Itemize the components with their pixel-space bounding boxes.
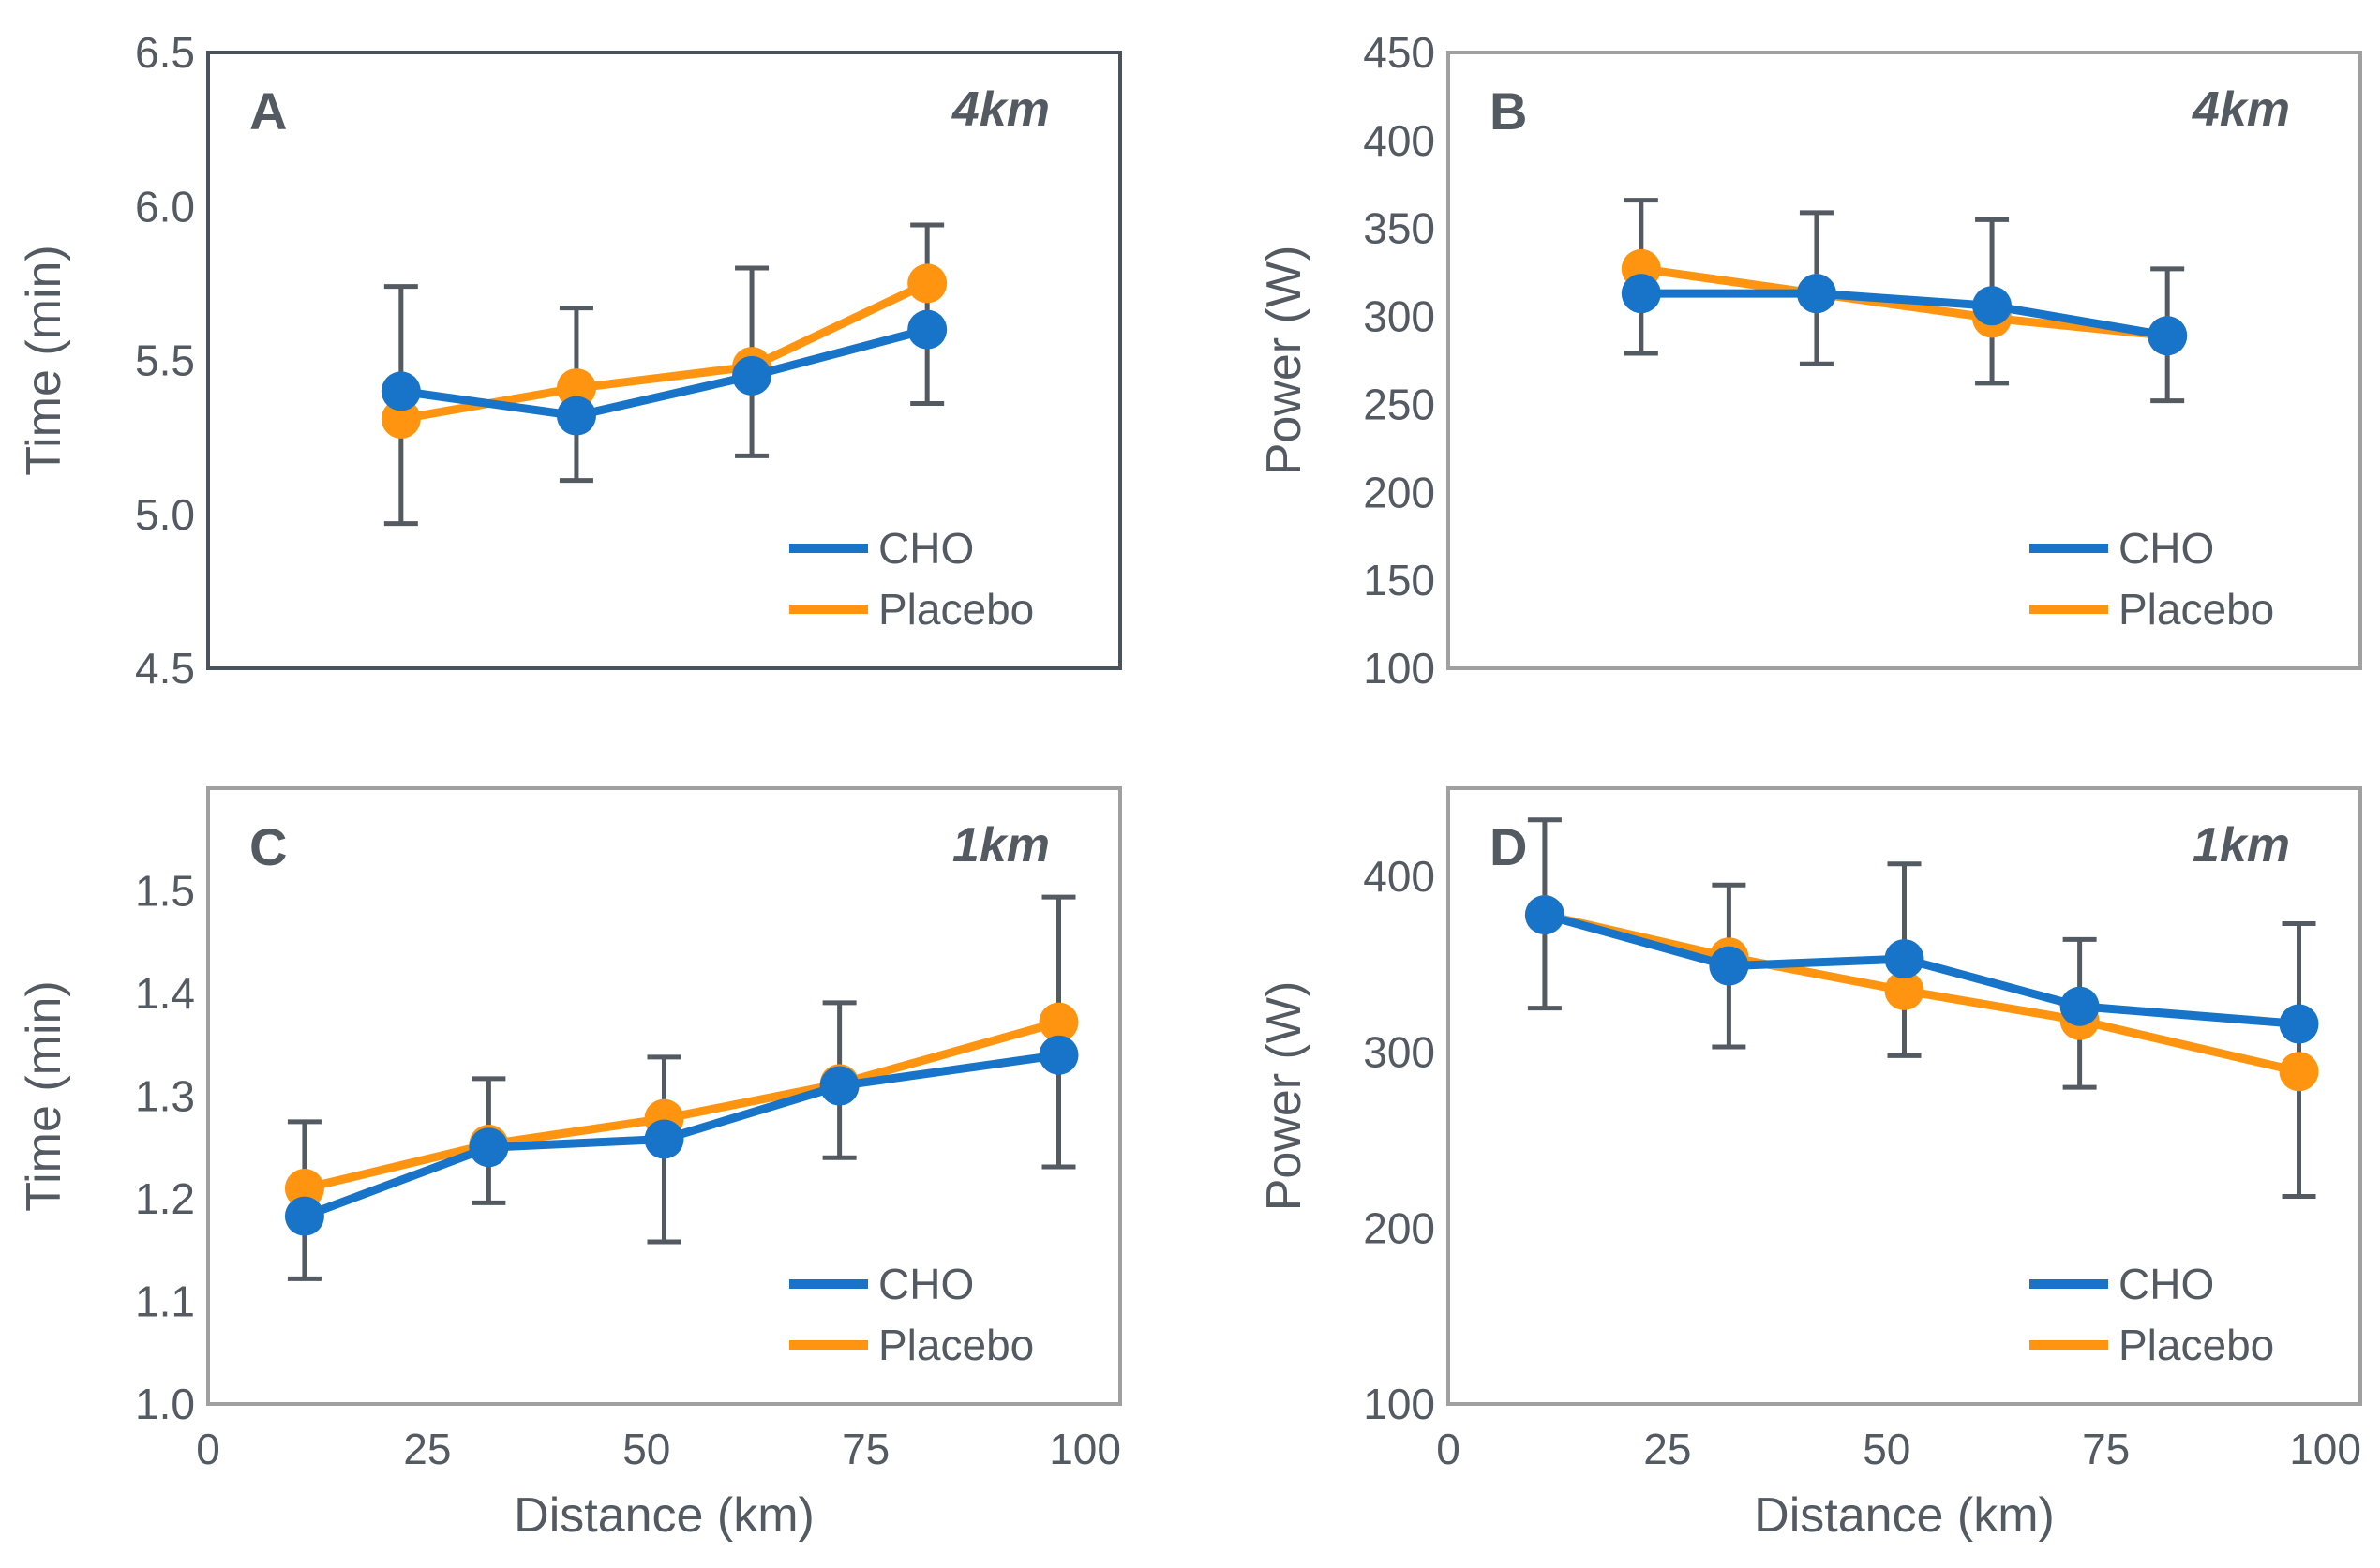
x-tick-label: 0 (1436, 1425, 1460, 1473)
panel-a: 4.5 5.0 5.5 6.0 6.5 Time (min) A 4km CHO Placebo (17, 28, 1122, 693)
x-tick-label: 75 (842, 1425, 890, 1473)
cho-data-point (381, 371, 421, 411)
cho-data-point (1524, 895, 1564, 935)
x-axis-label: Distance (km) (514, 1488, 815, 1543)
cho-series-line (1640, 289, 2168, 340)
x-tick-label: 75 (2082, 1425, 2130, 1473)
legend-label-cho: CHO (2118, 1260, 2214, 1308)
legend-label-placebo: Placebo (878, 585, 1034, 634)
y-tick-label: 5.5 (135, 336, 195, 385)
y-tick-label: 100 (1363, 644, 1435, 693)
x-tick-label: 25 (403, 1425, 451, 1473)
placebo-data-point (284, 1169, 324, 1209)
plot-frame (1446, 786, 2362, 1406)
y-tick-label: 150 (1363, 556, 1435, 605)
cho-data-point (1972, 286, 2013, 326)
plot-frame (1446, 51, 2362, 670)
y-tick-label: 400 (1363, 116, 1435, 165)
legend-label-placebo: Placebo (2118, 585, 2274, 634)
y-tick-label: 1.4 (135, 969, 195, 1018)
y-tick-label: 200 (1363, 1203, 1435, 1252)
placebo-data-point (907, 263, 948, 304)
cho-data-point (1039, 1035, 1079, 1075)
legend: CHO Placebo (2029, 524, 2274, 634)
panel-d: 100 200 300 400 0 25 50 75 100 Power (W) Distance … (1257, 786, 2362, 1543)
legend: CHO Placebo (789, 524, 1034, 634)
legend: CHO Placebo (789, 1260, 1034, 1369)
y-tick-label: 450 (1363, 28, 1435, 77)
x-axis-label: Distance (km) (1754, 1488, 2055, 1543)
cho-data-point (1884, 939, 1924, 979)
panel-tag: 1km (2193, 818, 2290, 873)
y-tick-label: 1.2 (135, 1174, 195, 1223)
placebo-data-point (556, 368, 596, 409)
plot-frame (206, 51, 1122, 670)
x-tick-label: 100 (1049, 1425, 1121, 1473)
legend-label-placebo: Placebo (878, 1321, 1034, 1369)
panel-tag: 1km (952, 818, 1050, 873)
legend: CHO Placebo (2029, 1260, 2274, 1369)
panel-b: 100 150 200 250 300 350 400 450 Power (W) B 4km CHO… (1257, 28, 2362, 693)
cho-data-point (1621, 274, 1661, 314)
cho-data-point (2059, 986, 2100, 1026)
x-tick-label: 50 (622, 1425, 670, 1473)
cho-data-point (907, 309, 948, 350)
cho-data-point (2279, 1004, 2319, 1044)
x-tick-label: 25 (1643, 1425, 1691, 1473)
cho-data-point (469, 1127, 509, 1168)
panel-letter: D (1489, 817, 1527, 876)
y-tick-label: 200 (1363, 468, 1435, 516)
placebo-data-point (1039, 1002, 1079, 1042)
cho-data-point (819, 1066, 860, 1106)
cho-data-point (1709, 946, 1749, 986)
y-axis-label: Power (W) (1257, 246, 1311, 476)
y-tick-label: 6.5 (135, 28, 195, 77)
plot-frame (206, 786, 1122, 1406)
y-tick-label: 1.1 (135, 1277, 195, 1326)
placebo-data-point (1884, 970, 1924, 1010)
legend-label-cho: CHO (2118, 524, 2214, 573)
placebo-data-point (2279, 1052, 2319, 1092)
placebo-data-point (381, 398, 421, 439)
cho-series-line (1543, 910, 2299, 1029)
y-tick-label: 6.0 (135, 182, 195, 231)
y-tick-label: 300 (1363, 292, 1435, 341)
y-tick-label: 350 (1363, 204, 1435, 253)
y-tick-label: 100 (1363, 1380, 1435, 1428)
legend-label-cho: CHO (878, 524, 974, 573)
panel-letter: A (249, 82, 287, 141)
panel-letter: C (249, 817, 287, 876)
cho-series-line (400, 325, 929, 421)
x-tick-label: 0 (196, 1425, 220, 1473)
y-tick-label: 1.0 (135, 1380, 195, 1428)
y-axis-label: Power (W) (1257, 981, 1311, 1212)
y-tick-label: 5.0 (135, 490, 195, 539)
cho-data-point (284, 1196, 324, 1236)
y-tick-label: 300 (1363, 1028, 1435, 1077)
cho-data-point (644, 1119, 684, 1159)
y-tick-label: 1.5 (135, 867, 195, 916)
y-tick-label: 4.5 (135, 644, 195, 693)
y-tick-label: 400 (1363, 852, 1435, 901)
y-tick-label: 250 (1363, 380, 1435, 428)
panel-tag: 4km (951, 82, 1050, 137)
x-tick-label: 100 (2289, 1425, 2361, 1473)
y-axis-label: Time (min) (17, 245, 71, 476)
placebo-series-line (1640, 264, 2168, 340)
y-axis-label: Time (min) (17, 980, 71, 1212)
panel-letter: B (1489, 82, 1527, 141)
cho-data-point (556, 396, 596, 436)
legend-label-cho: CHO (878, 1260, 974, 1308)
placebo-series-line (303, 1018, 1060, 1193)
x-tick-label: 50 (1863, 1425, 1910, 1473)
cho-data-point (1796, 274, 1836, 314)
panel-c: 1.0 1.1 1.2 1.3 1.4 1.5 0 25 50 75 100 Time (min) Di… (17, 786, 1122, 1543)
cho-data-point (732, 355, 772, 396)
cho-data-point (2148, 316, 2188, 356)
panel-tag: 4km (2192, 82, 2290, 137)
y-tick-label: 1.3 (135, 1072, 195, 1121)
legend-label-placebo: Placebo (2118, 1321, 2274, 1369)
